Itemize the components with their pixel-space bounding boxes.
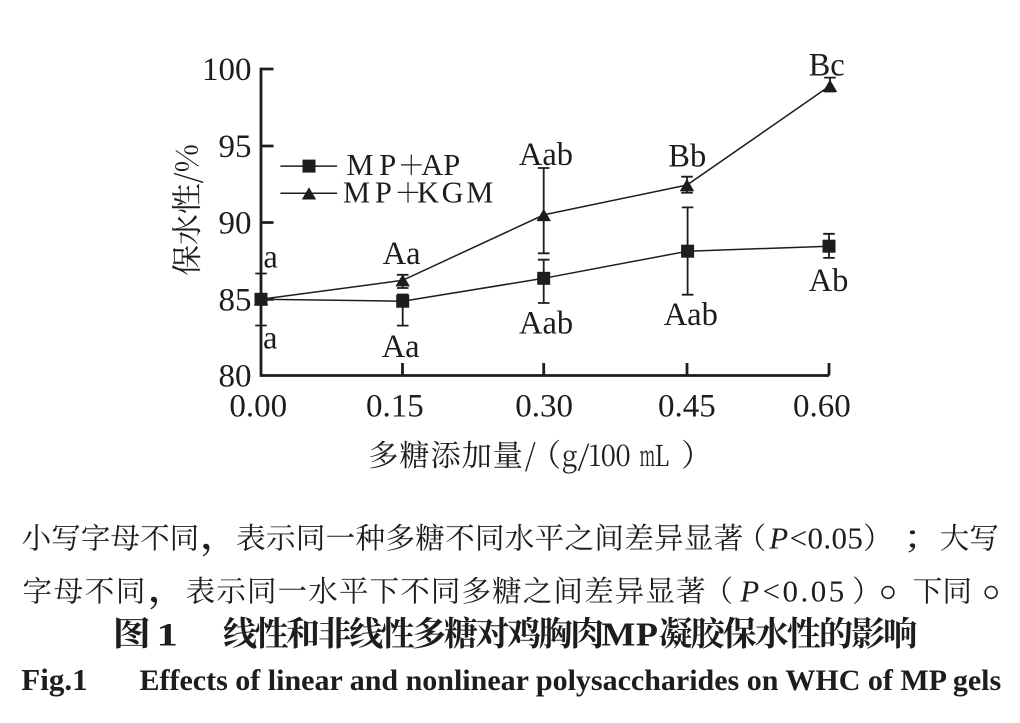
svg-text:<0.05: <0.05 xyxy=(763,574,847,609)
svg-text:Fig.1: Fig.1 xyxy=(21,662,87,697)
svg-text:Bc: Bc xyxy=(809,48,845,84)
svg-text:Ab: Ab xyxy=(809,263,849,299)
svg-text:0.60: 0.60 xyxy=(793,389,851,425)
svg-text:P: P xyxy=(379,148,396,182)
svg-text:Aab: Aab xyxy=(519,306,573,342)
svg-text:95: 95 xyxy=(219,129,252,165)
svg-text:M: M xyxy=(343,175,370,209)
svg-text:P: P xyxy=(375,175,392,209)
svg-text:a: a xyxy=(263,320,277,356)
svg-text:P: P xyxy=(739,574,759,609)
svg-text:0.15: 0.15 xyxy=(366,389,424,425)
svg-text:a: a xyxy=(263,239,277,275)
svg-text:M: M xyxy=(347,148,374,182)
svg-text:100: 100 xyxy=(202,52,252,88)
svg-text:0.30: 0.30 xyxy=(515,389,573,425)
svg-text:0.45: 0.45 xyxy=(658,389,716,425)
svg-text:Bb: Bb xyxy=(668,139,706,175)
svg-text:85: 85 xyxy=(219,283,252,319)
svg-text:KGM: KGM xyxy=(417,175,496,209)
svg-text:0.00: 0.00 xyxy=(229,389,287,425)
svg-text:Effects of linear and nonlinea: Effects of linear and nonlinear polysacc… xyxy=(140,664,1002,697)
svg-text:Aab: Aab xyxy=(519,137,573,173)
svg-text:MP: MP xyxy=(601,616,658,653)
svg-text:80: 80 xyxy=(219,359,252,395)
svg-text:Aa: Aa xyxy=(382,329,420,365)
svg-text:P: P xyxy=(768,521,788,556)
svg-text:Aab: Aab xyxy=(664,297,718,333)
svg-text:<0.05: <0.05 xyxy=(790,521,864,556)
svg-text:90: 90 xyxy=(219,206,252,242)
svg-text:AP: AP xyxy=(421,148,460,182)
svg-text:Aa: Aa xyxy=(383,236,421,272)
svg-text:1: 1 xyxy=(157,617,178,653)
